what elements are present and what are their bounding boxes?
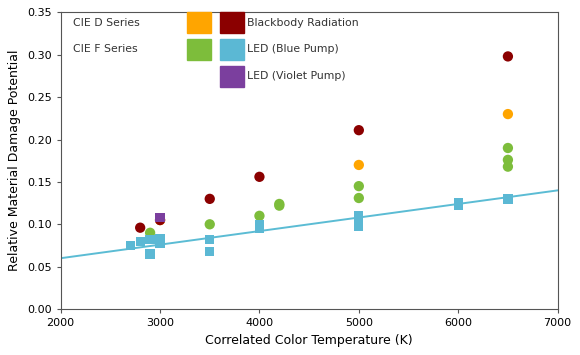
- Point: [136, 239, 145, 244]
- Point: [503, 164, 513, 169]
- Point: [255, 223, 264, 229]
- Text: CIE D Series: CIE D Series: [73, 18, 140, 28]
- Point: [354, 183, 364, 189]
- FancyBboxPatch shape: [220, 12, 244, 33]
- Point: [155, 217, 165, 223]
- Point: [454, 200, 463, 206]
- Point: [275, 203, 284, 208]
- FancyBboxPatch shape: [187, 39, 211, 60]
- Point: [354, 162, 364, 168]
- Point: [354, 127, 364, 133]
- Point: [205, 196, 215, 202]
- Point: [205, 248, 215, 254]
- FancyBboxPatch shape: [187, 12, 211, 33]
- Point: [155, 215, 165, 220]
- Point: [275, 201, 284, 207]
- Point: [146, 251, 155, 257]
- Text: CIE F Series: CIE F Series: [73, 44, 137, 54]
- Text: LED (Blue Pump): LED (Blue Pump): [247, 44, 339, 54]
- Point: [146, 230, 155, 236]
- Point: [354, 213, 364, 219]
- Y-axis label: Relative Material Damage Potential: Relative Material Damage Potential: [8, 50, 21, 272]
- Point: [255, 174, 264, 180]
- Point: [155, 236, 165, 241]
- Point: [503, 196, 513, 202]
- Point: [136, 225, 145, 230]
- Point: [205, 237, 215, 242]
- FancyBboxPatch shape: [220, 39, 244, 60]
- Point: [255, 222, 264, 227]
- FancyBboxPatch shape: [220, 66, 244, 87]
- Text: LED (Violet Pump): LED (Violet Pump): [247, 71, 346, 81]
- Point: [503, 111, 513, 117]
- Point: [255, 213, 264, 219]
- X-axis label: Correlated Color Temperature (K): Correlated Color Temperature (K): [205, 334, 413, 347]
- Point: [503, 157, 513, 163]
- Point: [503, 54, 513, 59]
- Point: [354, 224, 364, 230]
- Text: Blackbody Radiation: Blackbody Radiation: [247, 18, 358, 28]
- Point: [126, 243, 135, 248]
- Point: [155, 240, 165, 246]
- Point: [255, 226, 264, 231]
- Point: [354, 195, 364, 201]
- Point: [155, 217, 165, 223]
- Point: [146, 237, 155, 242]
- Point: [155, 239, 165, 244]
- Point: [503, 145, 513, 151]
- Point: [454, 203, 463, 208]
- Point: [354, 216, 364, 222]
- Point: [503, 196, 513, 202]
- Point: [205, 222, 215, 227]
